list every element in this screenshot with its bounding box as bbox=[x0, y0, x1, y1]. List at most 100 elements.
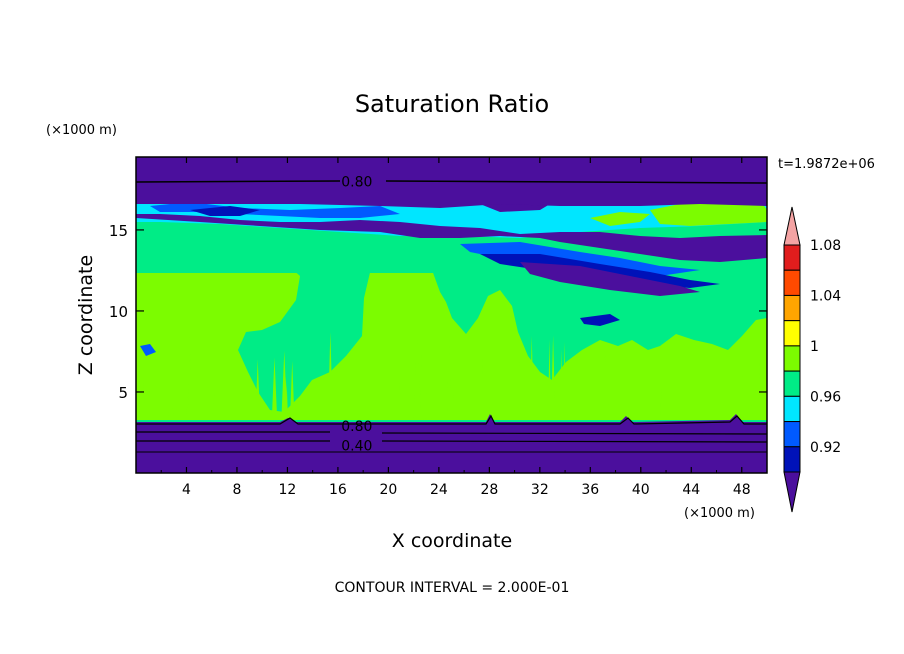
field-streak bbox=[559, 349, 563, 420]
field-streak bbox=[489, 364, 493, 420]
plot-frame bbox=[135, 156, 768, 474]
field-upper-lime-patch-2 bbox=[590, 212, 650, 226]
field-streak bbox=[447, 333, 452, 420]
field-streak bbox=[188, 334, 192, 420]
field-streak bbox=[757, 361, 762, 420]
field-streak bbox=[468, 352, 472, 420]
contour-line-top bbox=[136, 180, 767, 184]
field-streak bbox=[233, 379, 239, 420]
field-streaks bbox=[140, 331, 767, 420]
colorbar-swatch bbox=[783, 446, 801, 473]
time-label: t=1.9872e+06 bbox=[778, 157, 875, 172]
field-blue-streak-right bbox=[580, 314, 620, 326]
contour-label: 0.40 bbox=[341, 438, 372, 454]
field-blue-streak-left bbox=[140, 344, 156, 356]
field-streak bbox=[151, 352, 155, 420]
colorbar-swatch bbox=[783, 294, 801, 322]
field-streak bbox=[693, 362, 698, 420]
field-streak bbox=[741, 366, 744, 420]
field-upper-lime-patch-1 bbox=[650, 200, 767, 226]
y-unit-label: (×1000 m) bbox=[46, 123, 117, 138]
field-lime-region bbox=[136, 244, 767, 420]
contour-labels: 0.80 0.80 0.40 bbox=[341, 174, 372, 454]
field-top-purple bbox=[136, 157, 767, 200]
contour-label: 0.80 bbox=[341, 174, 372, 190]
colorbar-label: 0.92 bbox=[810, 440, 841, 456]
x-tick-label: 8 bbox=[232, 482, 241, 498]
field-streak bbox=[289, 361, 295, 420]
field-streak bbox=[211, 392, 218, 420]
x-tick-label: 12 bbox=[279, 482, 297, 498]
field-streak bbox=[563, 341, 567, 420]
x-tick-label: 44 bbox=[682, 482, 700, 498]
colorbar-swatch bbox=[783, 269, 801, 296]
field-streak bbox=[416, 391, 422, 420]
colorbar-swatch bbox=[783, 395, 801, 423]
colorbar-label: 0.96 bbox=[810, 389, 841, 405]
contour-line-bottom-3 bbox=[136, 440, 767, 443]
field-streak bbox=[398, 364, 404, 420]
colorbar-swatch bbox=[783, 320, 801, 347]
field-streak bbox=[450, 393, 457, 420]
colorbar-label: 1.08 bbox=[810, 238, 841, 254]
chart-title: Saturation Ratio bbox=[355, 90, 549, 118]
y-tick-label: 5 bbox=[118, 384, 128, 402]
field-streak bbox=[632, 394, 638, 420]
field-streak bbox=[623, 354, 628, 420]
x-tick-label: 28 bbox=[480, 482, 498, 498]
field-streak bbox=[609, 384, 615, 420]
field-bottom-purple bbox=[136, 414, 767, 473]
field-streak bbox=[588, 374, 592, 420]
field-streak bbox=[760, 376, 764, 420]
field-streak bbox=[552, 390, 556, 420]
colorbar-swatch bbox=[783, 421, 801, 448]
colorbar-label: 1.04 bbox=[810, 288, 841, 304]
field-streak bbox=[747, 394, 754, 420]
contour-line-bottom-2 bbox=[136, 431, 767, 435]
field-streak bbox=[255, 359, 261, 420]
field-streak bbox=[168, 355, 173, 420]
field-streak bbox=[444, 334, 448, 420]
field-streak bbox=[529, 336, 534, 420]
contour-line-bottom-1 bbox=[136, 414, 767, 425]
x-tick-label: 16 bbox=[329, 482, 347, 498]
field-streak bbox=[701, 348, 704, 420]
field-streak bbox=[271, 357, 278, 420]
colorbar-label: 1 bbox=[810, 339, 819, 355]
field-streak bbox=[141, 382, 146, 420]
colorbar-swatch bbox=[783, 244, 801, 271]
field-streak bbox=[362, 335, 370, 420]
field-top-purple-edge bbox=[136, 200, 767, 208]
field-streak bbox=[306, 383, 313, 420]
y-tick-label: 15 bbox=[109, 222, 128, 240]
field-streak bbox=[281, 350, 288, 420]
field-upper-blue-band-1 bbox=[150, 202, 400, 218]
x-tick-label: 48 bbox=[733, 482, 751, 498]
x-tick-label: 40 bbox=[632, 482, 650, 498]
colorbar-cap-bottom bbox=[783, 471, 801, 513]
y-tick-label: 10 bbox=[109, 303, 128, 321]
field-upper-blue-patch bbox=[190, 206, 260, 216]
field-streak bbox=[547, 339, 552, 420]
x-tick-label: 20 bbox=[379, 482, 397, 498]
x-tick-label: 4 bbox=[182, 482, 191, 498]
field-streak bbox=[431, 338, 438, 420]
colorbar-swatch bbox=[783, 345, 801, 372]
field-streak bbox=[204, 363, 209, 420]
field-streak bbox=[707, 366, 712, 420]
field-streak bbox=[481, 353, 484, 420]
x-tick-label: 36 bbox=[581, 482, 599, 498]
x-tick-label: 24 bbox=[430, 482, 448, 498]
contour-label: 0.80 bbox=[341, 419, 372, 435]
field-streak bbox=[381, 342, 387, 420]
field-streak bbox=[420, 360, 424, 420]
colorbar: 0.92 0.96 1 1.04 1.08 bbox=[783, 206, 841, 513]
field-upper-purple-patch bbox=[520, 262, 700, 296]
x-unit-label: (×1000 m) bbox=[684, 506, 755, 521]
field-streak bbox=[425, 397, 432, 420]
field-upper-cyan-band bbox=[136, 200, 767, 238]
field-streak bbox=[327, 332, 333, 420]
field-streak bbox=[222, 341, 225, 420]
